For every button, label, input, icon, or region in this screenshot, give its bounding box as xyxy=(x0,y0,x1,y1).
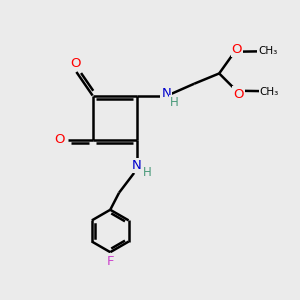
Text: O: O xyxy=(70,57,81,70)
Text: F: F xyxy=(106,254,114,268)
Text: N: N xyxy=(131,159,141,172)
Text: H: H xyxy=(170,96,179,110)
Text: N: N xyxy=(161,87,171,100)
Text: O: O xyxy=(54,133,64,146)
Text: O: O xyxy=(233,88,244,100)
Text: CH₃: CH₃ xyxy=(258,46,278,56)
Text: CH₃: CH₃ xyxy=(260,87,279,97)
Text: H: H xyxy=(143,167,152,179)
Text: O: O xyxy=(232,43,242,56)
